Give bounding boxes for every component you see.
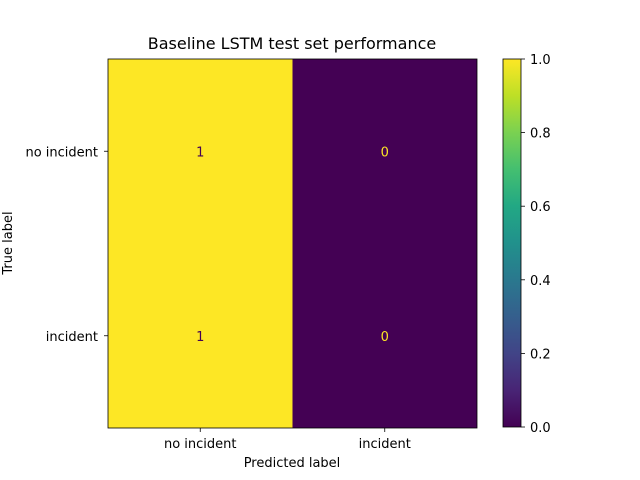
colorbar-tick-label: 0.2	[530, 347, 551, 362]
x-axis-label: Predicted label	[244, 456, 341, 471]
matrix-cell-value: 1	[196, 145, 204, 160]
colorbar-tick-label: 1.0	[530, 53, 551, 68]
matrix-frame	[107, 58, 478, 429]
colorbar-gradient	[503, 59, 521, 427]
matrix-cell	[292, 243, 477, 428]
colorbar-ticks: 0.0 0.2 0.4 0.6 0.8 1.0	[521, 53, 551, 436]
matrix-cell	[108, 243, 293, 428]
colorbar-tick-label: 0.6	[530, 200, 551, 215]
matrix-cell-value: 0	[381, 145, 389, 160]
matrix-cell	[108, 59, 293, 244]
matrix-cell-value: 1	[196, 330, 204, 345]
y-tick-label: incident	[46, 330, 98, 345]
colorbar-tick-label: 0.4	[530, 274, 551, 289]
matrix-cell-labels: 1 0 1 0	[196, 145, 389, 345]
chart-title: Baseline LSTM test set performance	[148, 34, 436, 53]
y-axis-label: True label	[1, 211, 16, 275]
matrix-cell-value: 0	[381, 330, 389, 345]
colorbar-frame	[502, 58, 522, 428]
matrix-cells	[107, 58, 478, 429]
x-axis-ticks: no incident incident	[164, 428, 411, 452]
colorbar-tick-label: 0.0	[530, 421, 551, 436]
colorbar: 0.0 0.2 0.4 0.6 0.8 1.0	[502, 53, 551, 436]
x-tick-label: no incident	[164, 437, 237, 452]
x-tick-label: incident	[359, 437, 411, 452]
colorbar-tick-label: 0.8	[530, 127, 551, 142]
y-tick-label: no incident	[25, 145, 98, 160]
matrix-cell	[292, 59, 477, 244]
y-axis-ticks: no incident incident	[25, 145, 108, 345]
